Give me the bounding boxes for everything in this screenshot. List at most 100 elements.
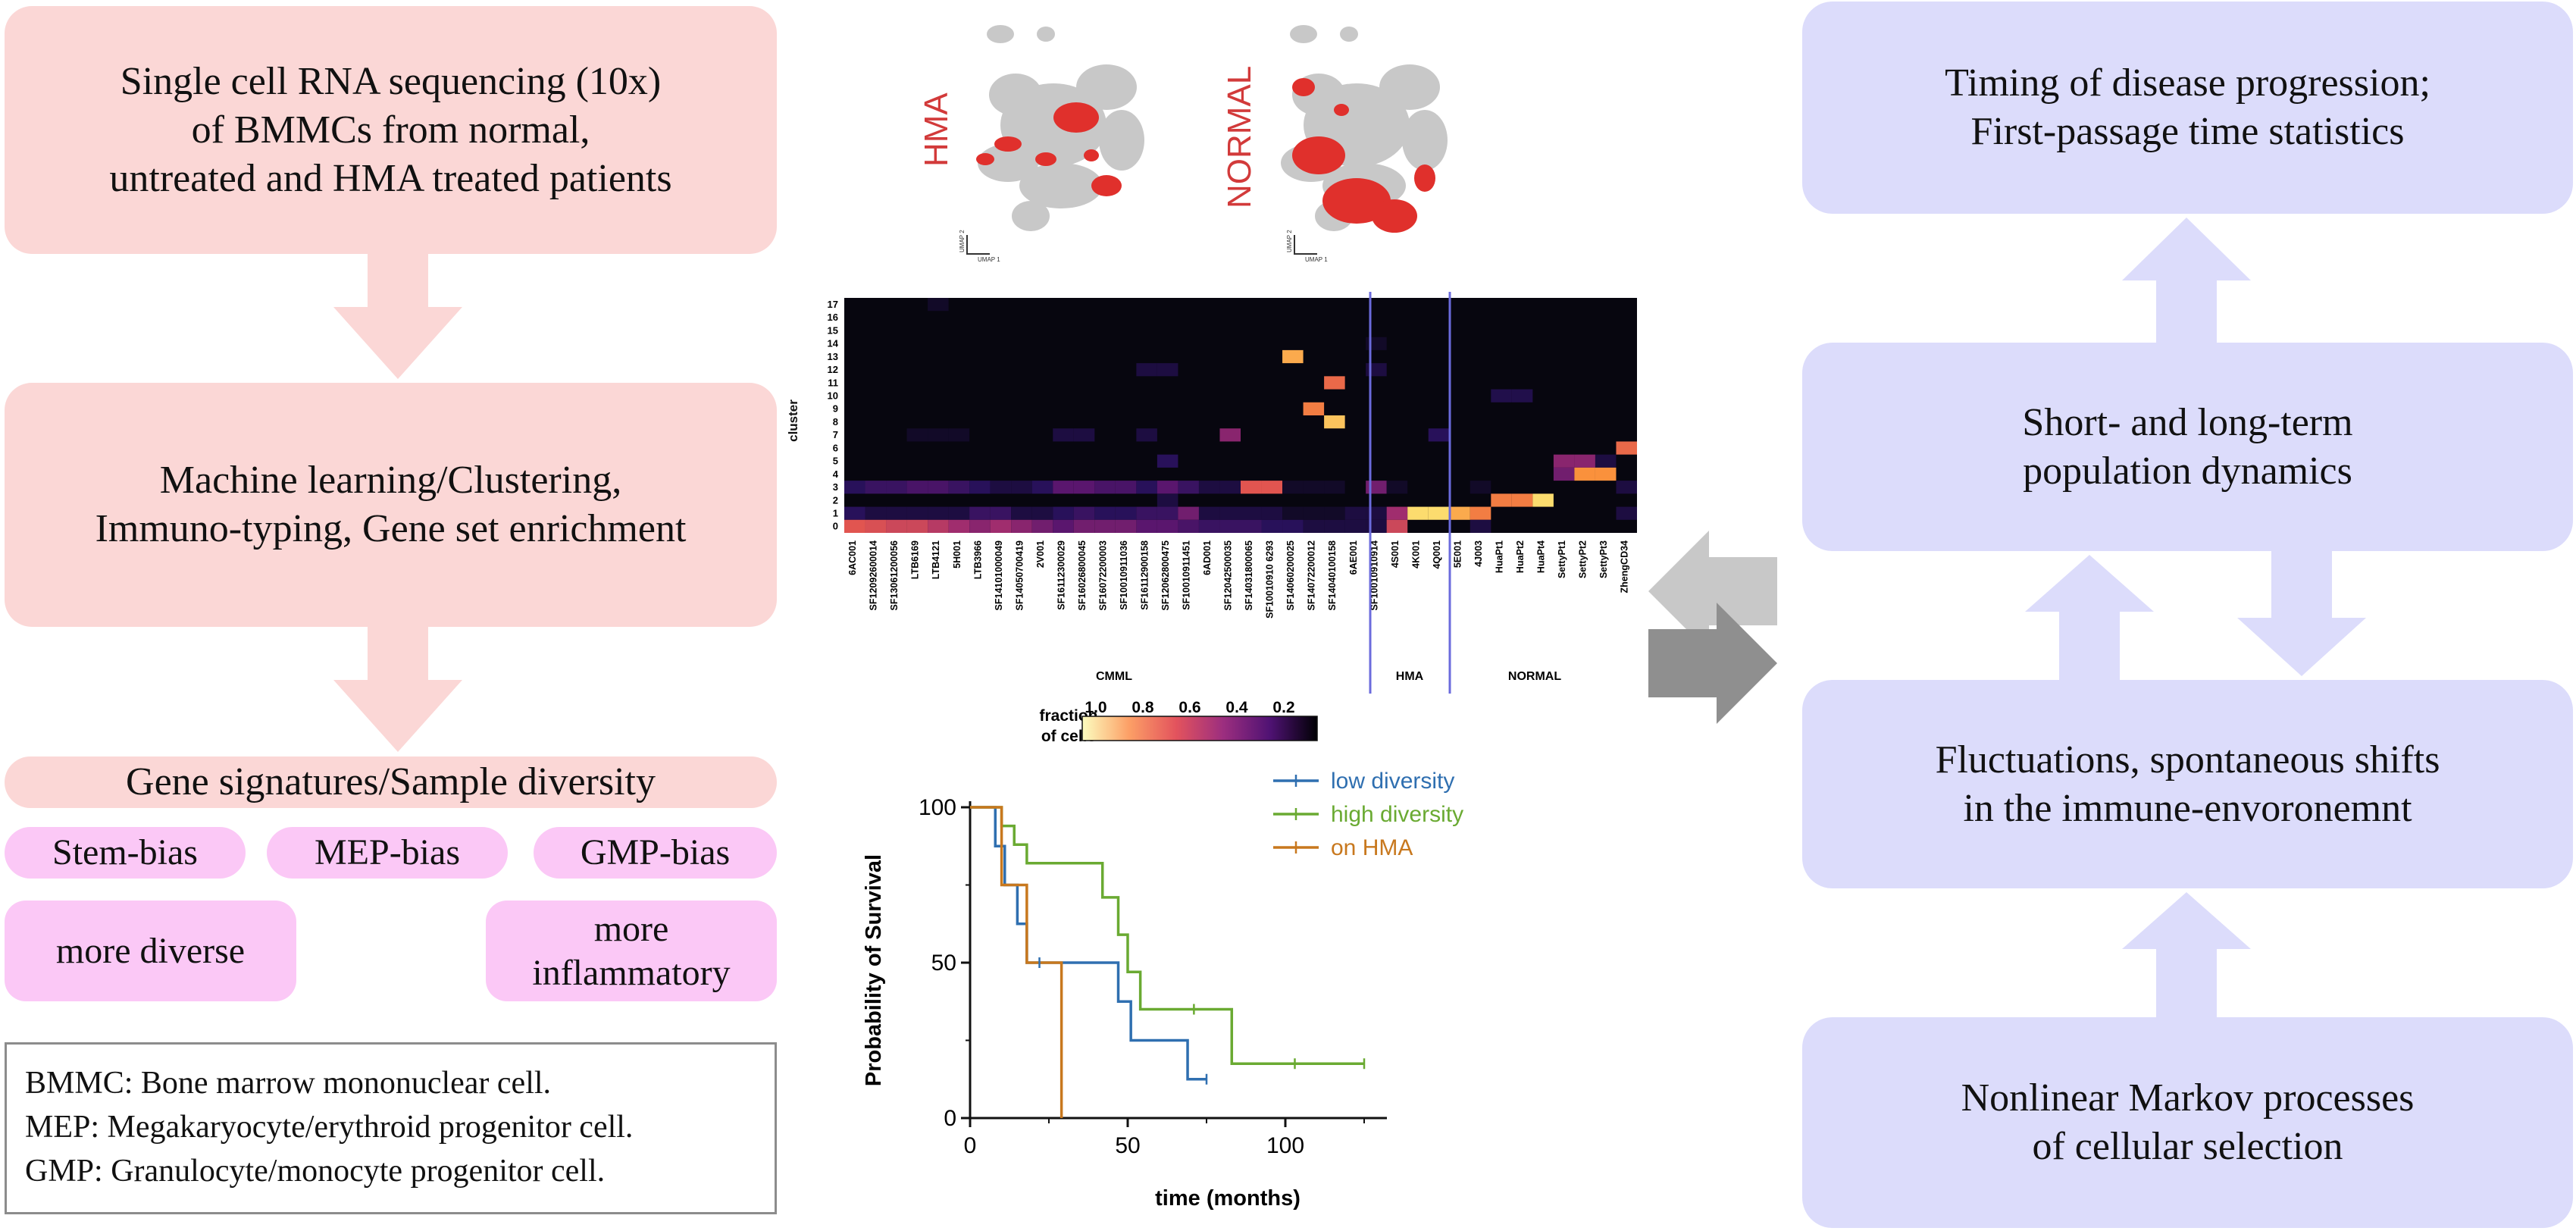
survival-series-line <box>970 806 1364 1065</box>
colorbar-tick: 0.4 <box>1225 699 1248 716</box>
heatmap-cell <box>1574 467 1595 481</box>
heatmap-cell <box>1073 519 1095 533</box>
heatmap-col-label: 4S001 <box>1390 540 1401 568</box>
heatmap-cell <box>1136 363 1157 377</box>
y-tick-label: 50 <box>931 951 956 976</box>
heatmap-cell <box>1303 519 1325 533</box>
heatmap-cell <box>1366 506 1387 520</box>
scrnaseq-line-1: Single cell RNA sequencing (10x) <box>120 59 662 103</box>
heatmap-cell <box>1324 376 1345 390</box>
heatmap-cell <box>1241 481 1262 494</box>
heatmap-col-label: 5E001 <box>1452 540 1463 568</box>
heatmap-cell <box>1198 519 1220 533</box>
heatmap-col-label: LTB3966 <box>972 540 983 579</box>
heatmap-cell <box>1053 519 1074 533</box>
right-arrow-dark <box>1648 603 1777 724</box>
heatmap-cell <box>1324 506 1345 520</box>
heatmap-row-label: 2 <box>833 494 838 506</box>
heatmap-row-label: 17 <box>828 299 838 310</box>
heatmap-col-label: HuaPt2 <box>1515 540 1526 573</box>
heatmap-cell <box>1386 481 1408 494</box>
abbreviation-legend: BMMC: Bone marrow mononuclear cell. MEP:… <box>5 1042 777 1214</box>
heatmap-cell <box>1553 454 1575 468</box>
heatmap-col-label: SF12092600014 <box>869 540 879 610</box>
heatmap-cell <box>1303 402 1325 415</box>
heatmap-cell <box>928 298 949 312</box>
heatmap-cell <box>1595 454 1617 468</box>
heatmap-cell <box>1219 506 1241 520</box>
heatmap-cell <box>1282 519 1304 533</box>
heatmap-row-label: 8 <box>833 416 838 428</box>
heatmap-col-label: HuaPt1 <box>1494 540 1504 573</box>
heatmap-cell <box>865 506 887 520</box>
heatmap-col-label: SF16026800045 <box>1077 540 1088 610</box>
more-inflammatory-box: more inflammatory <box>486 901 777 1001</box>
heatmap-cell <box>1595 467 1617 481</box>
heatmap-cell <box>1073 428 1095 442</box>
heatmap-cell <box>1136 506 1157 520</box>
heatmap-cell <box>1241 506 1262 520</box>
heatmap-col-label: SF14072200012 <box>1307 540 1317 610</box>
down-arrow-2 <box>333 627 462 752</box>
legend-label: high diversity <box>1331 802 1463 827</box>
group-label-normal: NORMAL <box>1508 670 1561 683</box>
heatmap-col-label: 4J003 <box>1473 540 1484 567</box>
heatmap-cell <box>1616 481 1637 494</box>
heatmap-cell <box>1073 506 1095 520</box>
group-label-hma: HMA <box>1396 670 1424 683</box>
colorbar <box>1081 716 1318 741</box>
umap-normal-xaxis: UMAP 1 <box>1305 256 1328 263</box>
heatmap-col-label: SF12042500035 <box>1223 540 1234 610</box>
heatmap-cell <box>1282 349 1304 364</box>
heatmap-cell <box>928 519 949 533</box>
heatmap-col-label: SF14050700419 <box>1014 540 1025 610</box>
umap-normal-yaxis: UMAP 2 <box>1286 230 1293 252</box>
heatmap-cell <box>1511 389 1533 403</box>
umap-label-normal: NORMAL <box>1221 66 1258 208</box>
heatmap-cell <box>1366 481 1387 494</box>
heatmap-cell <box>1157 506 1178 520</box>
heatmap-cell <box>1115 519 1137 533</box>
heatmap-row-label: 7 <box>833 429 838 440</box>
heatmap-cell <box>1053 506 1074 520</box>
mep-bias-pill: MEP-bias <box>267 827 508 879</box>
heatmap-cell <box>1198 481 1220 494</box>
heatmap-col-label: SF13061200056 <box>889 540 900 610</box>
heatmap-row-label: 3 <box>833 481 838 493</box>
heatmap-cell <box>1261 506 1283 520</box>
def-bmmc: BMMC: Bone marrow mononuclear cell. <box>25 1066 552 1101</box>
def-mep: MEP: Megakaryocyte/erythroid progenitor … <box>25 1110 634 1145</box>
heatmap-cell <box>1282 481 1304 494</box>
umap-hma-yaxis: UMAP 2 <box>959 230 966 252</box>
heatmap-col-label: SettyPt3 <box>1598 540 1609 578</box>
heatmap-col-label: SF10010911451 <box>1182 540 1192 610</box>
up-arrow-bottom <box>2122 892 2251 1017</box>
heatmap-cell <box>1282 506 1304 520</box>
heatmap-col-label: SF14101000049 <box>994 540 1004 610</box>
heatmap-cell <box>1324 519 1345 533</box>
heatmap-cell <box>1115 481 1137 494</box>
heatmap-cell <box>865 481 887 494</box>
heatmap-cell <box>1053 481 1074 494</box>
heatmap-cell <box>1053 428 1074 442</box>
colorbar-tick: 1.0 <box>1085 699 1106 716</box>
markov-box: Nonlinear Markov processes of cellular s… <box>1802 1017 2573 1228</box>
heatmap-cell <box>1324 415 1345 429</box>
def-gmp: GMP: Granulocyte/monocyte progenitor cel… <box>25 1154 606 1189</box>
gmp-bias-pill: GMP-bias <box>534 827 777 879</box>
group-label-cmml: CMML <box>1096 670 1132 683</box>
heatmap-cell <box>1157 493 1178 507</box>
heatmap-col-label: SF12062800475 <box>1160 540 1171 610</box>
umap-label-hma: HMA <box>918 92 955 167</box>
scrnaseq-box: Single cell RNA sequencing (10x) of BMMC… <box>5 6 777 254</box>
heatmap-cell <box>906 428 928 442</box>
heatmap-cell <box>1428 428 1450 442</box>
heatmap-cell <box>1157 363 1178 377</box>
heatmap-cell <box>1366 363 1387 377</box>
heatmap-cell <box>1511 493 1533 507</box>
heatmap-cell <box>1261 519 1283 533</box>
heatmap-col-label: SF16112300029 <box>1056 540 1066 610</box>
up-arrow-mid-left <box>2025 555 2154 680</box>
heatmap-cell <box>969 506 991 520</box>
heatmap-row-label: 5 <box>833 456 838 467</box>
